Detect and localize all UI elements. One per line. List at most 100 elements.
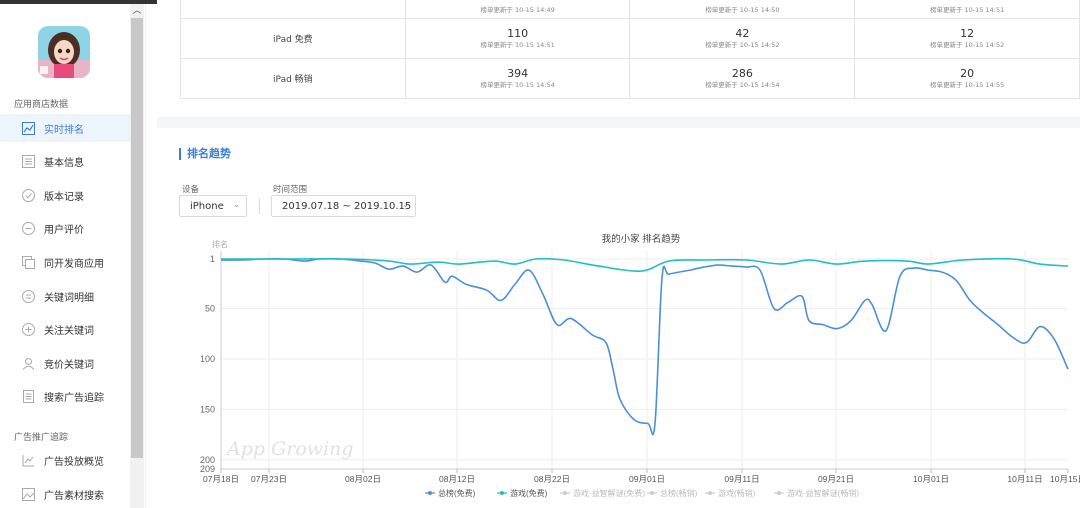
legend-marker (650, 491, 654, 495)
rank-cell: 12 榜单更新于 10-15 14:52 (854, 18, 1080, 59)
x-tick-label: 10月15日 (1050, 474, 1080, 484)
device-label: 设备 (182, 185, 200, 195)
main-content: 榜单更新于 10-15 14:49 榜单更新于 10-15 14:50 榜单更新… (157, 0, 1080, 508)
legend-marker (708, 491, 712, 495)
section-title-ad-tracking: 广告推广追踪 (14, 433, 69, 443)
app-icon (38, 26, 90, 78)
x-tick-label: 09月01日 (629, 474, 665, 484)
nav-bidding-keywords[interactable]: 竞价关键词 (0, 349, 130, 377)
rank-cell: 42 榜单更新于 10-15 14:52 (629, 18, 856, 59)
copy-icon (22, 255, 35, 269)
x-tick-label: 08月12日 (439, 474, 475, 484)
trend-title: 排名趋势 (179, 148, 231, 160)
rank-cell: 286 榜单更新于 10-15 14:54 (629, 58, 856, 99)
nav-label: 竞价关键词 (44, 359, 94, 371)
rank-cell: 20 榜单更新于 10-15 14:55 (854, 58, 1080, 99)
chevron-up-icon[interactable]: ︿ (132, 6, 142, 16)
x-tick-label: 10月01日 (913, 474, 949, 484)
watermark: App Growing (225, 438, 354, 460)
y-tick-label: 100 (200, 354, 215, 364)
row-label: iPad 免费 (180, 18, 406, 59)
nav-realtime-rank[interactable]: 实时排名 (0, 114, 130, 142)
nav-same-developer[interactable]: 同开发商应用 (0, 248, 130, 276)
legend-label[interactable]: 游戏-益智解谜(畅销) (787, 488, 859, 498)
nav-label: 用户评价 (44, 224, 84, 236)
y-tick-label: 209 (200, 464, 215, 474)
table-row: iPad 畅销 394 榜单更新于 10-15 14:54 286 榜单更新于 10… (180, 58, 1080, 99)
legend-label[interactable]: 游戏(畅销) (718, 488, 756, 498)
image-icon (22, 487, 35, 501)
series-line-1 (221, 257, 1069, 273)
nav-label: 搜索广告追踪 (44, 392, 104, 404)
x-tick-label: 10月11日 (1007, 474, 1042, 484)
nav-basic-info[interactable]: 基本信息 (0, 147, 130, 175)
check-circle-icon (22, 188, 35, 202)
x-tick-label: 09月21日 (818, 474, 854, 484)
x-tick-label: 08月22日 (534, 474, 570, 484)
nav-ad-overview[interactable]: 广告投放概览 (0, 446, 130, 474)
nav-version-history[interactable]: 版本记录 (0, 181, 130, 209)
table-row: iPad 免费 110 榜单更新于 10-15 14:51 42 榜单更新于 10-… (180, 18, 1080, 59)
legend-label[interactable]: 游戏(免费) (510, 488, 548, 498)
table-row: 榜单更新于 10-15 14:49 榜单更新于 10-15 14:50 榜单更新… (180, 0, 1080, 19)
legend-marker (777, 491, 781, 495)
nav-label: 关注关键词 (44, 325, 94, 337)
y-tick-label: 1 (210, 254, 215, 264)
divider (259, 198, 260, 214)
y-tick-label: 50 (205, 303, 215, 313)
nav-label: 实时排名 (44, 124, 84, 136)
sidebar-scrollbar[interactable]: ︿ (130, 4, 144, 508)
user-icon (22, 357, 35, 370)
y-axis-label: 排名 (212, 239, 228, 249)
sidebar: 应用商店数据 实时排名 基本信息 版本记录 用户评价 同开发商应用 关键词明细 … (0, 4, 146, 508)
nav-user-reviews[interactable]: 用户评价 (0, 214, 130, 242)
x-tick-label: 07月18日 (203, 474, 239, 484)
nav-search-ad-tracking[interactable]: 搜索广告追踪 (0, 382, 130, 410)
legend-marker (500, 491, 504, 495)
y-tick-label: 200 (200, 455, 215, 465)
date-range-select[interactable]: 2019.07.18 ~ 2019.10.15 ⌄ (271, 195, 416, 217)
chart-title: 我的小家 排名趋势 (602, 233, 681, 245)
rank-table-card: 榜单更新于 10-15 14:49 榜单更新于 10-15 14:50 榜单更新… (157, 0, 1080, 117)
legend-label[interactable]: 总榜(免费) (438, 488, 476, 498)
chart-line-icon (22, 121, 35, 135)
device-select[interactable]: iPhone ⌄ (179, 195, 247, 217)
x-tick-label: 07月23日 (251, 474, 287, 484)
trend-chart: App Growing 我的小家 排名趋势 排名 150100150200209… (200, 233, 1080, 498)
section-title-app-store: 应用商店数据 (14, 100, 69, 110)
nav-label: 同开发商应用 (44, 258, 104, 270)
x-tick-label: 08月02日 (345, 474, 381, 484)
y-tick-label: 150 (200, 404, 215, 414)
device-value: iPhone (190, 200, 224, 212)
chevron-down-icon: ⌄ (233, 200, 240, 209)
nav-label: 广告素材搜索 (44, 490, 104, 502)
nav-label: 关键词明细 (44, 292, 94, 304)
document-icon (22, 389, 35, 403)
nav-ad-creative-search[interactable]: 广告素材搜索 (0, 480, 130, 508)
nav-label: 版本记录 (44, 191, 84, 203)
rank-table: 榜单更新于 10-15 14:49 榜单更新于 10-15 14:50 榜单更新… (180, 0, 1080, 99)
list-icon (22, 154, 35, 168)
legend-marker (563, 491, 567, 495)
legend-marker (428, 491, 432, 495)
comment-icon (22, 221, 35, 235)
chart-line-icon (22, 454, 35, 467)
nav-keyword-details[interactable]: 关键词明细 (0, 282, 130, 310)
rank-cell: 110 榜单更新于 10-15 14:51 (404, 18, 631, 59)
nav-label: 广告投放概览 (44, 456, 104, 468)
row-label: iPad 畅销 (180, 58, 406, 99)
series-line-0 (220, 257, 1069, 436)
nav-label: 基本信息 (44, 157, 84, 169)
chevron-down-icon: ⌄ (402, 200, 409, 209)
date-range-value: 2019.07.18 ~ 2019.10.15 (282, 200, 412, 212)
plus-circle-icon (22, 322, 35, 336)
bars-icon (22, 289, 35, 303)
range-label: 时间范围 (273, 185, 308, 195)
x-tick-label: 09月11日 (724, 474, 759, 484)
scrollbar-thumb[interactable] (131, 18, 143, 458)
rank-cell: 394 榜单更新于 10-15 14:54 (404, 58, 631, 99)
legend-label[interactable]: 总榜(畅销) (660, 488, 698, 498)
trend-card: 排名趋势 设备 时间范围 iPhone ⌄ 2019.07.18 ~ 2019.… (157, 128, 1080, 508)
legend-label[interactable]: 游戏-益智解谜(免费) (573, 488, 645, 498)
nav-followed-keywords[interactable]: 关注关键词 (0, 315, 130, 343)
